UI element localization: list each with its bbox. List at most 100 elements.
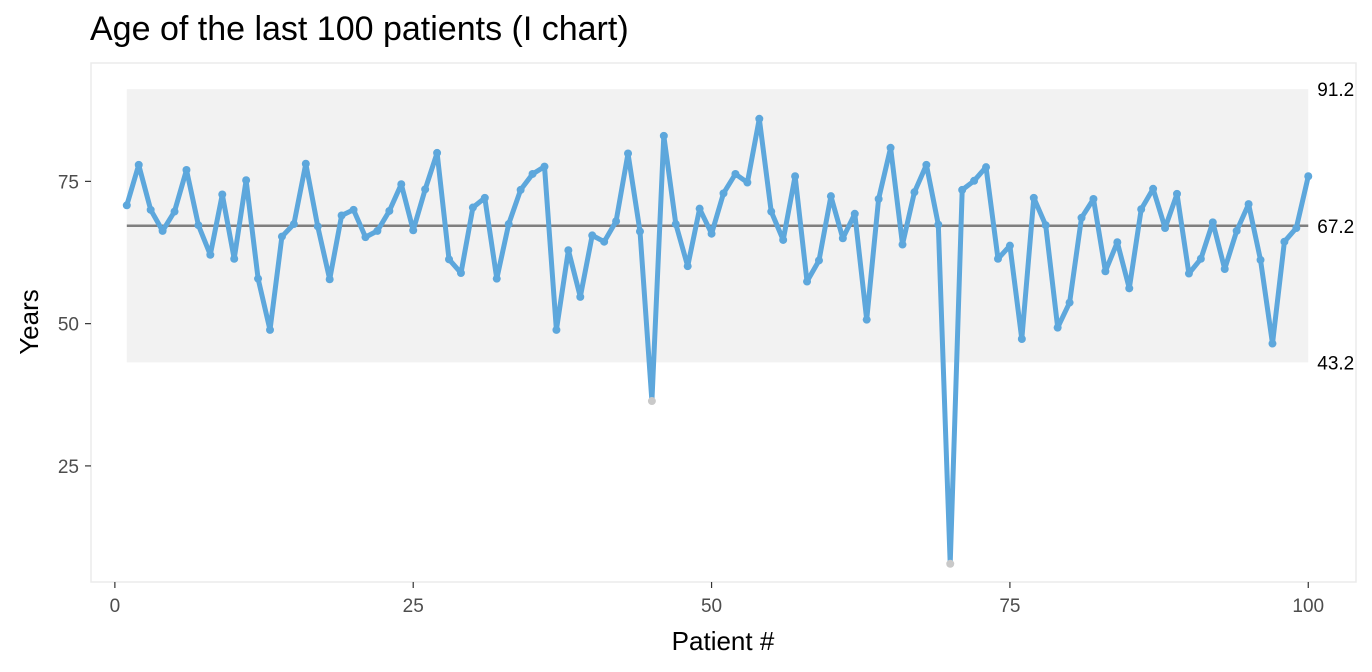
data-point: [624, 149, 633, 158]
data-point: [1220, 265, 1229, 274]
data-point: [564, 246, 573, 255]
data-point: [146, 205, 155, 214]
data-point: [480, 193, 489, 202]
data-point: [1137, 205, 1146, 214]
y-axis-title: Years: [14, 289, 44, 355]
data-point: [516, 185, 525, 194]
data-point: [397, 180, 406, 189]
data-point: [814, 256, 823, 265]
x-tick-label: 75: [999, 596, 1020, 617]
data-point: [886, 143, 895, 152]
data-point: [1089, 195, 1098, 204]
data-point: [767, 207, 776, 216]
y-tick-label: 75: [58, 172, 79, 193]
data-point: [313, 222, 322, 231]
data-point: [170, 207, 179, 216]
data-point: [838, 234, 847, 243]
data-point: [862, 315, 871, 324]
data-point: [349, 205, 358, 214]
chart-title: Age of the last 100 patients (I chart): [90, 10, 629, 48]
upper-limit-label: 91.2: [1317, 80, 1354, 101]
data-point: [576, 292, 585, 301]
data-point: [385, 206, 394, 215]
data-point: [1041, 221, 1050, 230]
data-point: [1053, 323, 1062, 332]
data-point: [122, 201, 131, 210]
data-point: [421, 185, 430, 194]
data-point: [325, 275, 334, 284]
data-point: [266, 325, 275, 334]
data-point: [874, 195, 883, 204]
data-point: [182, 165, 191, 174]
data-point: [218, 190, 227, 199]
data-point: [1005, 241, 1014, 250]
data-point: [671, 220, 680, 229]
data-point: [1232, 226, 1241, 235]
data-point: [1304, 172, 1313, 181]
data-point: [791, 172, 800, 181]
x-tick-label: 100: [1292, 596, 1324, 617]
data-point: [552, 325, 561, 334]
data-point: [826, 192, 835, 201]
data-point: [934, 220, 943, 229]
x-tick-label: 0: [110, 596, 121, 617]
data-point: [635, 227, 644, 236]
center-line-label: 67.2: [1317, 217, 1354, 238]
data-point: [850, 209, 859, 218]
data-point: [1161, 224, 1170, 233]
data-point: [230, 254, 239, 263]
data-point: [588, 231, 597, 240]
data-point: [695, 204, 704, 213]
data-point: [158, 226, 167, 235]
out-of-control-point: [647, 397, 656, 406]
data-point: [779, 235, 788, 244]
data-point: [612, 217, 621, 226]
data-point: [755, 114, 764, 123]
data-point: [1017, 335, 1026, 344]
data-point: [468, 203, 477, 212]
data-point: [433, 148, 442, 157]
data-point: [1292, 224, 1301, 233]
data-point: [898, 240, 907, 249]
data-point: [600, 237, 609, 246]
data-point: [254, 274, 263, 283]
data-point: [1065, 298, 1074, 307]
data-point: [970, 176, 979, 185]
data-point: [743, 178, 752, 187]
data-point: [803, 277, 812, 286]
lower-limit-label: 43.2: [1317, 353, 1354, 374]
data-point: [194, 221, 203, 230]
y-tick-label: 25: [58, 457, 79, 478]
data-point: [910, 188, 919, 197]
data-point: [361, 233, 370, 242]
x-axis-title: Patient #: [672, 626, 775, 656]
data-point: [1172, 189, 1181, 198]
data-point: [206, 250, 215, 259]
data-point: [1208, 218, 1217, 227]
data-point: [337, 211, 346, 220]
data-point: [277, 232, 286, 241]
data-point: [1184, 269, 1193, 278]
data-point: [409, 226, 418, 235]
data-point: [1029, 193, 1038, 202]
y-tick-label: 50: [58, 315, 79, 336]
data-point: [707, 229, 716, 238]
data-point: [373, 226, 382, 235]
data-point: [456, 268, 465, 277]
data-point: [731, 169, 740, 178]
data-point: [1125, 284, 1134, 293]
data-point: [528, 169, 537, 178]
data-point: [289, 220, 298, 229]
data-point: [445, 255, 454, 264]
data-point: [540, 162, 549, 171]
series-line: [124, 116, 1311, 567]
data-point: [1113, 238, 1122, 247]
data-point: [492, 274, 501, 283]
data-point: [982, 163, 991, 172]
data-point: [1196, 254, 1205, 263]
data-point: [1268, 339, 1277, 348]
data-point: [301, 159, 310, 168]
data-point: [719, 189, 728, 198]
data-point: [659, 131, 668, 140]
